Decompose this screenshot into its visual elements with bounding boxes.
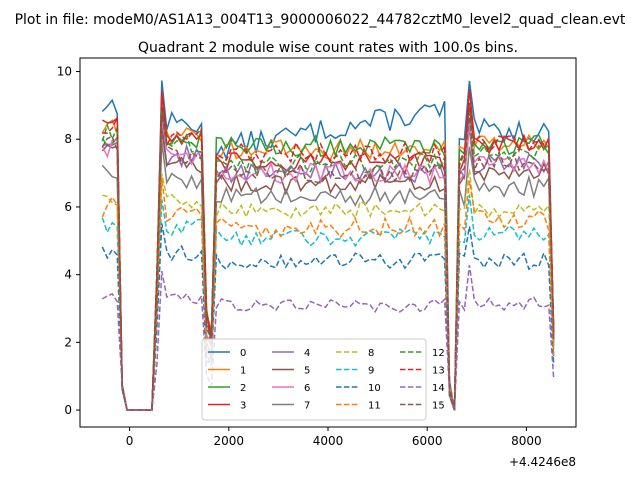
legend-label-14: 14 — [432, 383, 445, 394]
x-tick-label: 0 — [126, 434, 134, 448]
legend-label-3: 3 — [240, 401, 246, 412]
y-tick-label: 8 — [64, 132, 72, 146]
series-line-13 — [102, 101, 555, 411]
legend-label-6: 6 — [304, 383, 310, 394]
plot-area — [101, 80, 555, 411]
series-line-5 — [101, 126, 555, 411]
legend-label-7: 7 — [304, 401, 310, 412]
x-tick-label: 2000 — [214, 434, 245, 448]
y-tick-label: 2 — [64, 335, 72, 349]
y-axis: 0 2 4 6 8 10 — [57, 65, 80, 417]
x-offset-label: +4.4246e8 — [509, 455, 576, 469]
y-tick-label: 6 — [64, 200, 72, 214]
series-line-12 — [101, 105, 555, 411]
x-tick-label: 4000 — [313, 434, 344, 448]
legend-label-11: 11 — [368, 401, 381, 412]
legend-label-1: 1 — [240, 366, 246, 377]
series-line-7 — [101, 140, 555, 411]
legend-label-10: 10 — [368, 383, 381, 394]
y-tick-label: 10 — [57, 65, 72, 79]
legend-box — [201, 338, 427, 421]
legend-label-12: 12 — [432, 348, 445, 359]
series-line-10 — [101, 223, 555, 411]
legend-label-8: 8 — [368, 348, 374, 359]
legend-label-2: 2 — [240, 383, 246, 394]
y-tick-label: 0 — [64, 403, 72, 417]
legend-label-13: 13 — [432, 366, 445, 377]
legend-label-4: 4 — [304, 348, 310, 359]
x-axis: 0 2000 4000 6000 8000 — [126, 427, 542, 448]
legend-label-9: 9 — [368, 366, 374, 377]
chart-title: Quadrant 2 module wise count rates with … — [138, 40, 518, 56]
legend-label-15: 15 — [432, 401, 445, 412]
legend-label-0: 0 — [240, 348, 246, 359]
chart-suptitle: Plot in file: modeM0/AS1A13_004T13_90000… — [15, 12, 626, 28]
x-tick-label: 8000 — [511, 434, 542, 448]
x-tick-label: 6000 — [412, 434, 443, 448]
legend-label-5: 5 — [304, 366, 310, 377]
series-line-8 — [102, 169, 555, 411]
series-line-11 — [101, 177, 555, 411]
series-line-6 — [101, 118, 555, 411]
series-line-9 — [101, 194, 555, 411]
series-line-0 — [101, 80, 555, 411]
y-tick-label: 4 — [64, 268, 72, 282]
series-line-15 — [101, 112, 555, 411]
